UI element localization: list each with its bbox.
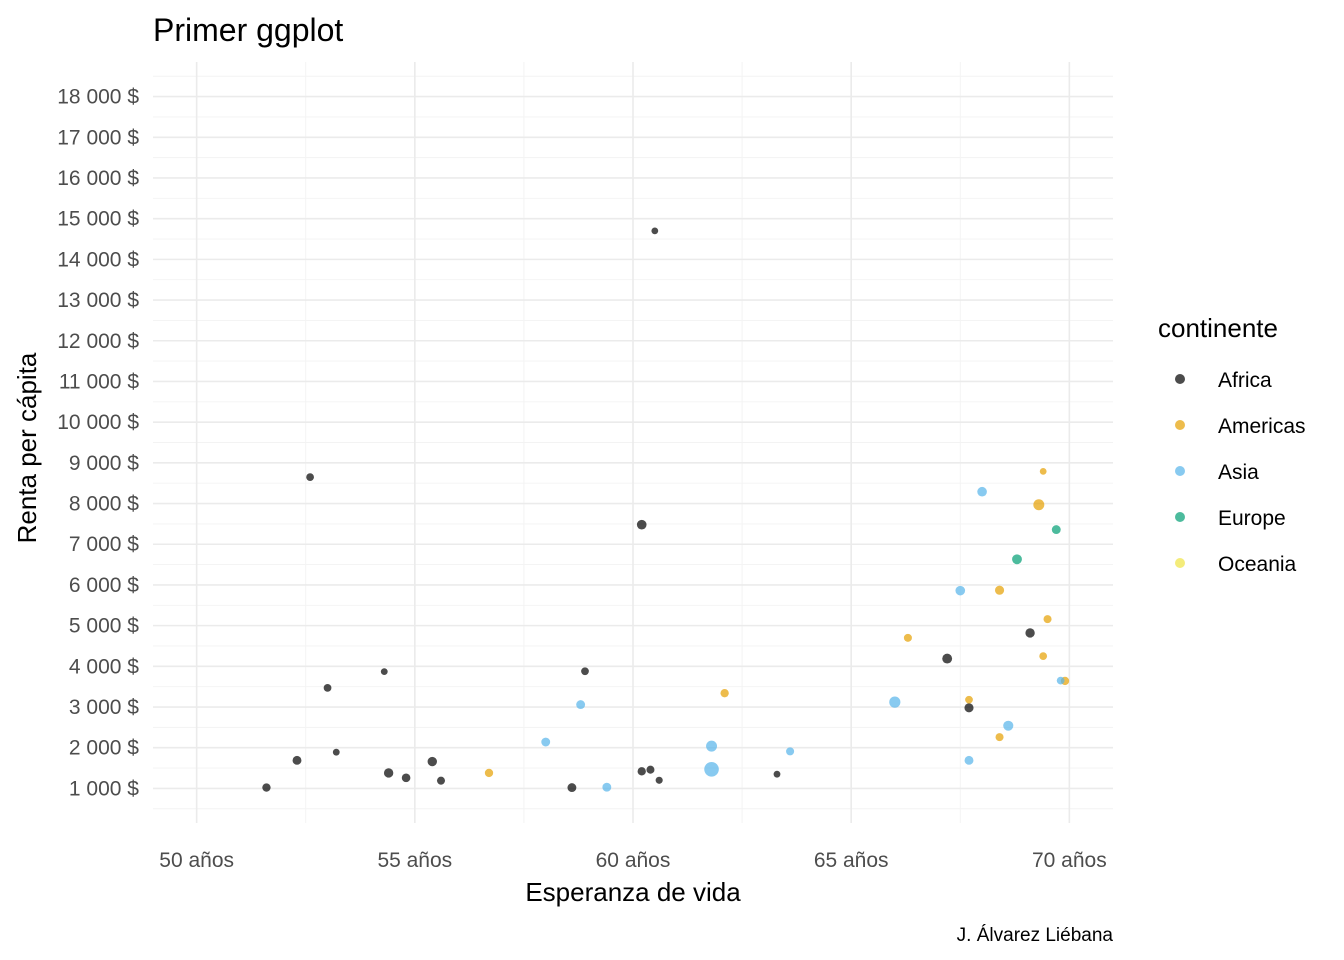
- legend-key-oceania: [1175, 558, 1185, 568]
- data-point-africa: [655, 776, 663, 784]
- data-point-americas: [994, 585, 1005, 595]
- data-point-asia: [602, 782, 612, 792]
- legend: continente Africa Americas Asia Europe Ocean…: [1158, 313, 1306, 576]
- y-tick-label: 2 000 $: [69, 737, 139, 760]
- data-point-europe: [1012, 554, 1022, 565]
- y-tick-label: 7 000 $: [69, 533, 139, 556]
- chart-caption: J. Álvarez Liébana: [957, 925, 1114, 946]
- x-axis-ticks: 50 años 55 años 60 años 65 años 70 años: [159, 849, 1106, 872]
- y-tick-label: 16 000 $: [57, 167, 139, 190]
- data-point-africa: [292, 755, 302, 765]
- data-points: [262, 227, 1070, 793]
- data-point-africa: [651, 227, 659, 235]
- y-tick-label: 4 000 $: [69, 655, 139, 678]
- data-point-americas: [484, 768, 494, 778]
- y-tick-label: 6 000 $: [69, 574, 139, 597]
- y-tick-label: 13 000 $: [57, 289, 139, 312]
- legend-label-oceania: Oceania: [1218, 553, 1297, 576]
- data-point-asia: [541, 737, 551, 747]
- data-point-africa: [262, 783, 271, 792]
- data-point-africa: [637, 767, 646, 776]
- y-tick-label: 15 000 $: [57, 208, 139, 231]
- data-point-asia: [889, 696, 901, 708]
- legend-key-asia: [1175, 466, 1185, 476]
- data-point-africa: [773, 770, 781, 778]
- data-point-americas: [903, 633, 912, 642]
- legend-label-americas: Americas: [1218, 415, 1306, 438]
- legend-key-americas: [1175, 420, 1185, 430]
- y-tick-label: 12 000 $: [57, 330, 139, 353]
- data-point-americas: [1033, 499, 1045, 511]
- data-point-africa: [380, 668, 388, 676]
- y-tick-label: 9 000 $: [69, 452, 139, 475]
- grid: [153, 62, 1113, 823]
- data-point-americas: [995, 733, 1004, 742]
- data-point-americas: [1043, 615, 1052, 624]
- data-point-africa: [581, 667, 589, 676]
- y-tick-label: 18 000 $: [57, 86, 139, 109]
- chart-title: Primer ggplot: [153, 12, 343, 48]
- data-point-asia: [955, 585, 966, 596]
- data-point-europe: [1051, 525, 1061, 535]
- data-point-americas: [1039, 652, 1048, 661]
- data-point-africa: [306, 473, 314, 481]
- data-point-africa: [383, 768, 394, 778]
- y-tick-label: 10 000 $: [57, 411, 139, 434]
- x-axis-title: Esperanza de vida: [525, 877, 741, 907]
- data-point-africa: [567, 783, 577, 793]
- data-point-africa: [401, 773, 411, 783]
- y-tick-label: 8 000 $: [69, 493, 139, 516]
- x-tick-label: 55 años: [377, 849, 452, 872]
- y-tick-label: 5 000 $: [69, 615, 139, 638]
- data-point-asia: [964, 755, 974, 765]
- data-point-africa: [323, 684, 332, 692]
- y-tick-label: 11 000 $: [59, 370, 140, 393]
- data-point-asia: [704, 761, 719, 777]
- legend-title: continente: [1158, 313, 1278, 343]
- x-tick-label: 50 años: [159, 849, 234, 872]
- x-tick-label: 65 años: [814, 849, 889, 872]
- y-tick-label: 17 000 $: [57, 126, 139, 149]
- data-point-asia: [1056, 676, 1065, 685]
- y-tick-label: 14 000 $: [57, 248, 139, 271]
- data-point-americas: [1039, 467, 1047, 475]
- data-point-asia: [706, 740, 718, 752]
- legend-label-asia: Asia: [1218, 461, 1259, 484]
- data-point-americas: [965, 695, 973, 704]
- data-point-africa: [1025, 628, 1035, 638]
- data-point-asia: [786, 747, 795, 756]
- y-tick-label: 3 000 $: [69, 696, 139, 719]
- data-point-asia: [576, 700, 586, 710]
- y-axis-ticks: 1 000 $ 2 000 $ 3 000 $ 4 000 $ 5 000 $ 6 000…: [57, 86, 139, 801]
- legend-label-africa: Africa: [1218, 369, 1272, 392]
- legend-label-europe: Europe: [1218, 507, 1286, 530]
- y-tick-label: 1 000 $: [69, 777, 139, 800]
- data-point-africa: [646, 765, 655, 774]
- data-point-africa: [332, 748, 340, 756]
- data-point-africa: [964, 703, 974, 713]
- legend-key-europe: [1175, 512, 1185, 522]
- data-point-africa: [427, 756, 437, 767]
- data-point-africa: [436, 776, 446, 785]
- data-point-asia: [1003, 720, 1014, 731]
- x-tick-label: 70 años: [1032, 849, 1107, 872]
- y-axis-title: Renta per cápita: [12, 352, 42, 543]
- data-point-africa: [942, 653, 953, 664]
- x-tick-label: 60 años: [596, 849, 671, 872]
- data-point-asia: [977, 486, 987, 497]
- legend-key-africa: [1175, 374, 1185, 384]
- data-point-americas: [720, 689, 729, 698]
- data-point-africa: [636, 519, 647, 530]
